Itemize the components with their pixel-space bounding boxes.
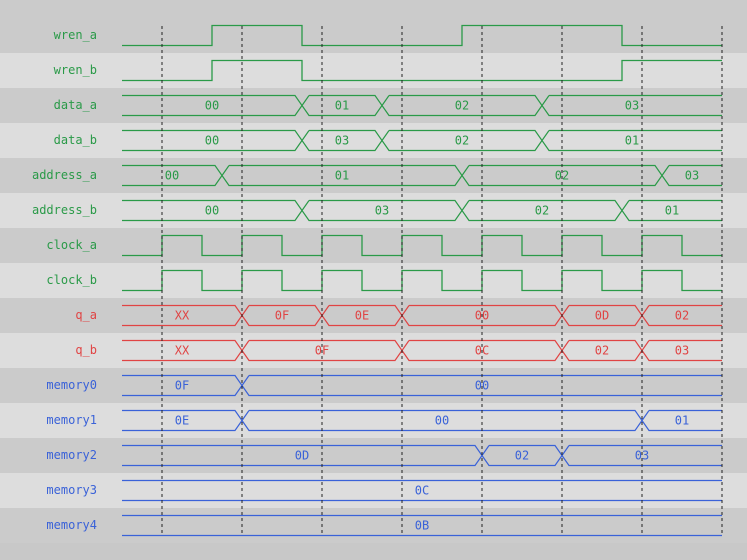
bus-value-q_a-0: XX xyxy=(175,309,190,323)
bus-segment-memory2-2 xyxy=(561,444,722,467)
bus-segment-memory1-2 xyxy=(641,409,722,432)
bus-value-address_b-2: 02 xyxy=(535,204,549,218)
signal-label-address_b[interactable]: address_b xyxy=(31,202,97,217)
waveform-wren_b xyxy=(122,59,722,82)
bus-segment-data_b-1 xyxy=(301,129,383,152)
row-band-wren_b xyxy=(0,53,747,88)
signal-label-memory3[interactable]: memory3 xyxy=(46,482,97,497)
bus-value-q_a-2: 0E xyxy=(355,309,369,323)
row-band-memory4 xyxy=(0,508,747,543)
bus-value-q_b-3: 02 xyxy=(595,344,609,358)
row-band-clock_b xyxy=(0,263,747,298)
signal-label-memory4[interactable]: memory4 xyxy=(46,517,97,532)
row-band-address_b xyxy=(0,193,747,228)
signal-label-data_b[interactable]: data_b xyxy=(53,132,97,147)
bus-segment-memory4-0 xyxy=(122,514,722,537)
signal-label-wren_b[interactable]: wren_b xyxy=(53,62,97,77)
waveform-clock_a xyxy=(122,234,722,257)
signal-label-data_a[interactable]: data_a xyxy=(53,97,97,112)
bus-value-memory2-0: 0D xyxy=(295,449,309,463)
bus-segment-memory1-1 xyxy=(241,409,643,432)
bus-value-data_a-1: 01 xyxy=(335,99,349,113)
bus-segment-data_a-3 xyxy=(541,94,722,117)
bus-value-memory2-2: 03 xyxy=(635,449,649,463)
bus-value-memory4-0: 0B xyxy=(415,519,429,533)
bus-segment-data_b-2 xyxy=(381,129,543,152)
bus-value-data_b-0: 00 xyxy=(205,134,219,148)
row-band-wren_a xyxy=(0,18,747,53)
row-band-address_a xyxy=(0,158,747,193)
row-band-data_b xyxy=(0,123,747,158)
signal-label-wren_a[interactable]: wren_a xyxy=(53,27,97,42)
bus-segment-address_b-3 xyxy=(621,199,722,222)
row-band-q_b xyxy=(0,333,747,368)
waveform-wren_a xyxy=(122,24,722,47)
bus-value-memory0-1: 00 xyxy=(475,379,489,393)
bus-segment-q_b-4 xyxy=(641,339,722,362)
signal-label-q_b[interactable]: q_b xyxy=(75,342,97,357)
bus-value-address_b-0: 00 xyxy=(205,204,219,218)
bus-segment-memory2-1 xyxy=(481,444,563,467)
signal-label-memory2[interactable]: memory2 xyxy=(46,447,97,462)
bus-value-memory3-0: 0C xyxy=(415,484,429,498)
bus-value-memory1-2: 01 xyxy=(675,414,689,428)
bus-segment-address_a-1 xyxy=(221,164,463,187)
bus-value-address_a-3: 03 xyxy=(685,169,699,183)
row-band-data_a xyxy=(0,88,747,123)
bus-value-q_a-1: 0F xyxy=(275,309,289,323)
bus-value-q_b-0: XX xyxy=(175,344,190,358)
bus-value-address_a-2: 02 xyxy=(555,169,569,183)
bus-value-q_a-4: 0D xyxy=(595,309,609,323)
bus-value-q_b-4: 03 xyxy=(675,344,689,358)
bus-value-address_b-1: 03 xyxy=(375,204,389,218)
bus-segment-data_b-3 xyxy=(541,129,722,152)
bus-value-data_b-2: 02 xyxy=(455,134,469,148)
bus-segment-data_a-2 xyxy=(381,94,543,117)
signal-label-q_a[interactable]: q_a xyxy=(75,307,97,322)
bus-segment-address_b-1 xyxy=(301,199,463,222)
header-band xyxy=(0,0,747,18)
bus-value-memory2-1: 02 xyxy=(515,449,529,463)
signal-label-address_a[interactable]: address_a xyxy=(31,167,97,182)
bus-value-data_a-2: 02 xyxy=(455,99,469,113)
bus-value-address_a-1: 01 xyxy=(335,169,349,183)
signal-label-memory0[interactable]: memory0 xyxy=(46,377,97,392)
row-band-memory2 xyxy=(0,438,747,473)
row-band-q_a xyxy=(0,298,747,333)
bus-segment-memory3-0 xyxy=(122,479,722,502)
row-band-clock_a xyxy=(0,228,747,263)
bus-value-address_a-0: 00 xyxy=(165,169,179,183)
row-band-memory1 xyxy=(0,403,747,438)
signal-label-clock_b[interactable]: clock_b xyxy=(46,272,97,287)
bus-segment-address_b-2 xyxy=(461,199,623,222)
row-band-memory0 xyxy=(0,368,747,403)
bus-segment-address_a-2 xyxy=(461,164,663,187)
row-band-memory3 xyxy=(0,473,747,508)
bus-segment-memory0-1 xyxy=(241,374,722,397)
bus-segment-q_a-5 xyxy=(641,304,722,327)
bus-segment-address_a-3 xyxy=(661,164,722,187)
bus-value-data_a-0: 00 xyxy=(205,99,219,113)
signal-label-memory1[interactable]: memory1 xyxy=(46,412,97,427)
bus-segment-data_a-1 xyxy=(301,94,383,117)
bus-value-memory0-0: 0F xyxy=(175,379,189,393)
bus-value-data_b-1: 03 xyxy=(335,134,349,148)
bus-value-memory1-1: 00 xyxy=(435,414,449,428)
waveform-clock_b xyxy=(122,269,722,292)
signal-label-clock_a[interactable]: clock_a xyxy=(46,237,97,252)
bus-value-data_b-3: 01 xyxy=(625,134,639,148)
bus-value-data_a-3: 03 xyxy=(625,99,639,113)
bus-value-q_a-5: 02 xyxy=(675,309,689,323)
bus-value-address_b-3: 01 xyxy=(665,204,679,218)
bus-value-memory1-0: 0E xyxy=(175,414,189,428)
